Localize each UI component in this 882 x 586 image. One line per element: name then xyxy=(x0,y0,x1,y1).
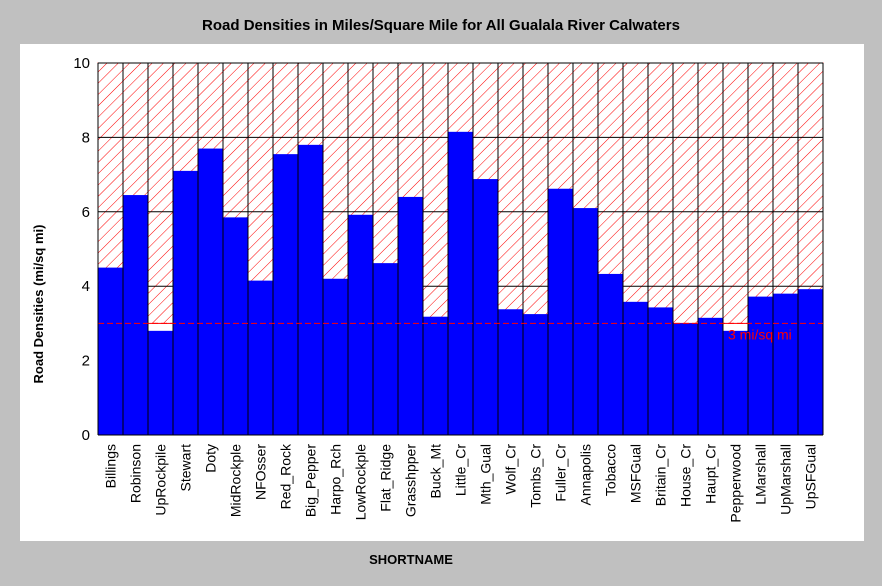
bar-grasshpper xyxy=(398,196,423,435)
x-tick-label: Billings xyxy=(103,444,119,488)
x-tick-label: Tobacco xyxy=(603,444,619,496)
bar-flat-ridge xyxy=(373,263,398,435)
x-tick-label: Britain_Cr xyxy=(653,444,669,507)
y-axis-title: Road Densities (mi/sq mi) xyxy=(31,225,46,384)
bar-tobacco xyxy=(598,273,623,435)
x-tick-label: NFOsser xyxy=(253,444,269,500)
x-tick-label: Stewart xyxy=(178,444,194,492)
x-tick-label: Buck_Mt xyxy=(428,444,444,499)
x-tick-label: Pepperwood xyxy=(728,444,744,523)
bar-nfosser xyxy=(248,280,273,435)
x-tick-label: LMarshall xyxy=(753,444,769,505)
x-tick-label: Grasshpper xyxy=(403,444,419,517)
x-tick-label: Annapolis xyxy=(578,444,594,506)
x-tick-label: Big_Pepper xyxy=(303,444,319,518)
bar-mth-gual xyxy=(473,179,498,435)
bar-midrockple xyxy=(223,217,248,435)
x-tick-labels: Billings Robinson UpRockpile Stewart Doty Mid… xyxy=(103,443,819,523)
threshold-label: 3 mi/sq mi xyxy=(728,326,792,342)
y-tick-label: 10 xyxy=(73,55,90,72)
bar-fuller-cr xyxy=(548,188,573,435)
bar-britain-cr xyxy=(648,307,673,435)
y-tick-label: 4 xyxy=(82,278,90,295)
bar-haupt-cr xyxy=(698,317,723,435)
y-tick-label: 0 xyxy=(82,427,90,444)
x-tick-label: Mth_Gual xyxy=(478,444,494,505)
x-tick-label: Fuller_Cr xyxy=(553,444,569,502)
x-tick-label: Harpo_Rch xyxy=(328,444,344,515)
bar-tombs-cr xyxy=(523,314,548,435)
x-tick-label: MidRockple xyxy=(228,444,244,517)
bar-buck-mt xyxy=(423,316,448,435)
threshold-layer: 3 mi/sq mi xyxy=(98,322,823,342)
bar-billings xyxy=(98,267,123,435)
x-tick-label: Little_Cr xyxy=(453,444,469,496)
bar-lmarshall xyxy=(748,296,773,435)
bar-layer xyxy=(98,131,823,435)
bar-house-cr xyxy=(673,323,698,435)
x-tick-label: Tombs_Cr xyxy=(528,444,544,508)
bar-wolf-cr xyxy=(498,309,523,435)
x-tick-label: UpRockpile xyxy=(153,444,169,516)
x-tick-label: House_Cr xyxy=(678,444,694,507)
y-tick-label: 6 xyxy=(82,204,90,221)
x-tick-label: UpSFGual xyxy=(803,444,819,509)
bar-upsfgual xyxy=(798,289,823,435)
bar-uprockpile xyxy=(148,330,173,435)
bar-harpo-rch xyxy=(323,278,348,435)
x-tick-label: LowRockple xyxy=(353,444,369,520)
x-tick-label: UpMarshall xyxy=(778,444,794,515)
bar-red-rock xyxy=(273,154,298,435)
y-tick-labels: 0 2 4 6 8 10 xyxy=(73,55,90,444)
axis-layer xyxy=(97,63,823,436)
bar-lowrockple xyxy=(348,214,373,435)
y-tick-label: 8 xyxy=(82,129,90,146)
bar-annapolis xyxy=(573,208,598,435)
bar-little-cr xyxy=(448,131,473,435)
x-tick-label: MSFGual xyxy=(628,444,644,503)
bar-upmarshall xyxy=(773,293,798,435)
x-axis-title: SHORTNAME xyxy=(369,552,453,567)
bar-pepperwood xyxy=(723,330,748,435)
bar-robinson xyxy=(123,195,148,435)
y-tick-label: 2 xyxy=(82,353,90,370)
x-tick-label: Haupt_Cr xyxy=(703,444,719,504)
bar-big-pepper xyxy=(298,144,323,435)
chart-title: Road Densities in Miles/Square Mile for … xyxy=(202,17,680,34)
x-tick-label: Doty xyxy=(203,444,219,473)
x-tick-label: Flat_Ridge xyxy=(378,444,394,512)
x-tick-label: Wolf_Cr xyxy=(503,444,519,495)
bar-doty xyxy=(198,148,223,435)
bar-stewart xyxy=(173,170,198,435)
x-tick-label: Robinson xyxy=(128,444,144,503)
bar-msfgual xyxy=(623,301,648,435)
x-tick-label: Red_Rock xyxy=(278,443,294,509)
